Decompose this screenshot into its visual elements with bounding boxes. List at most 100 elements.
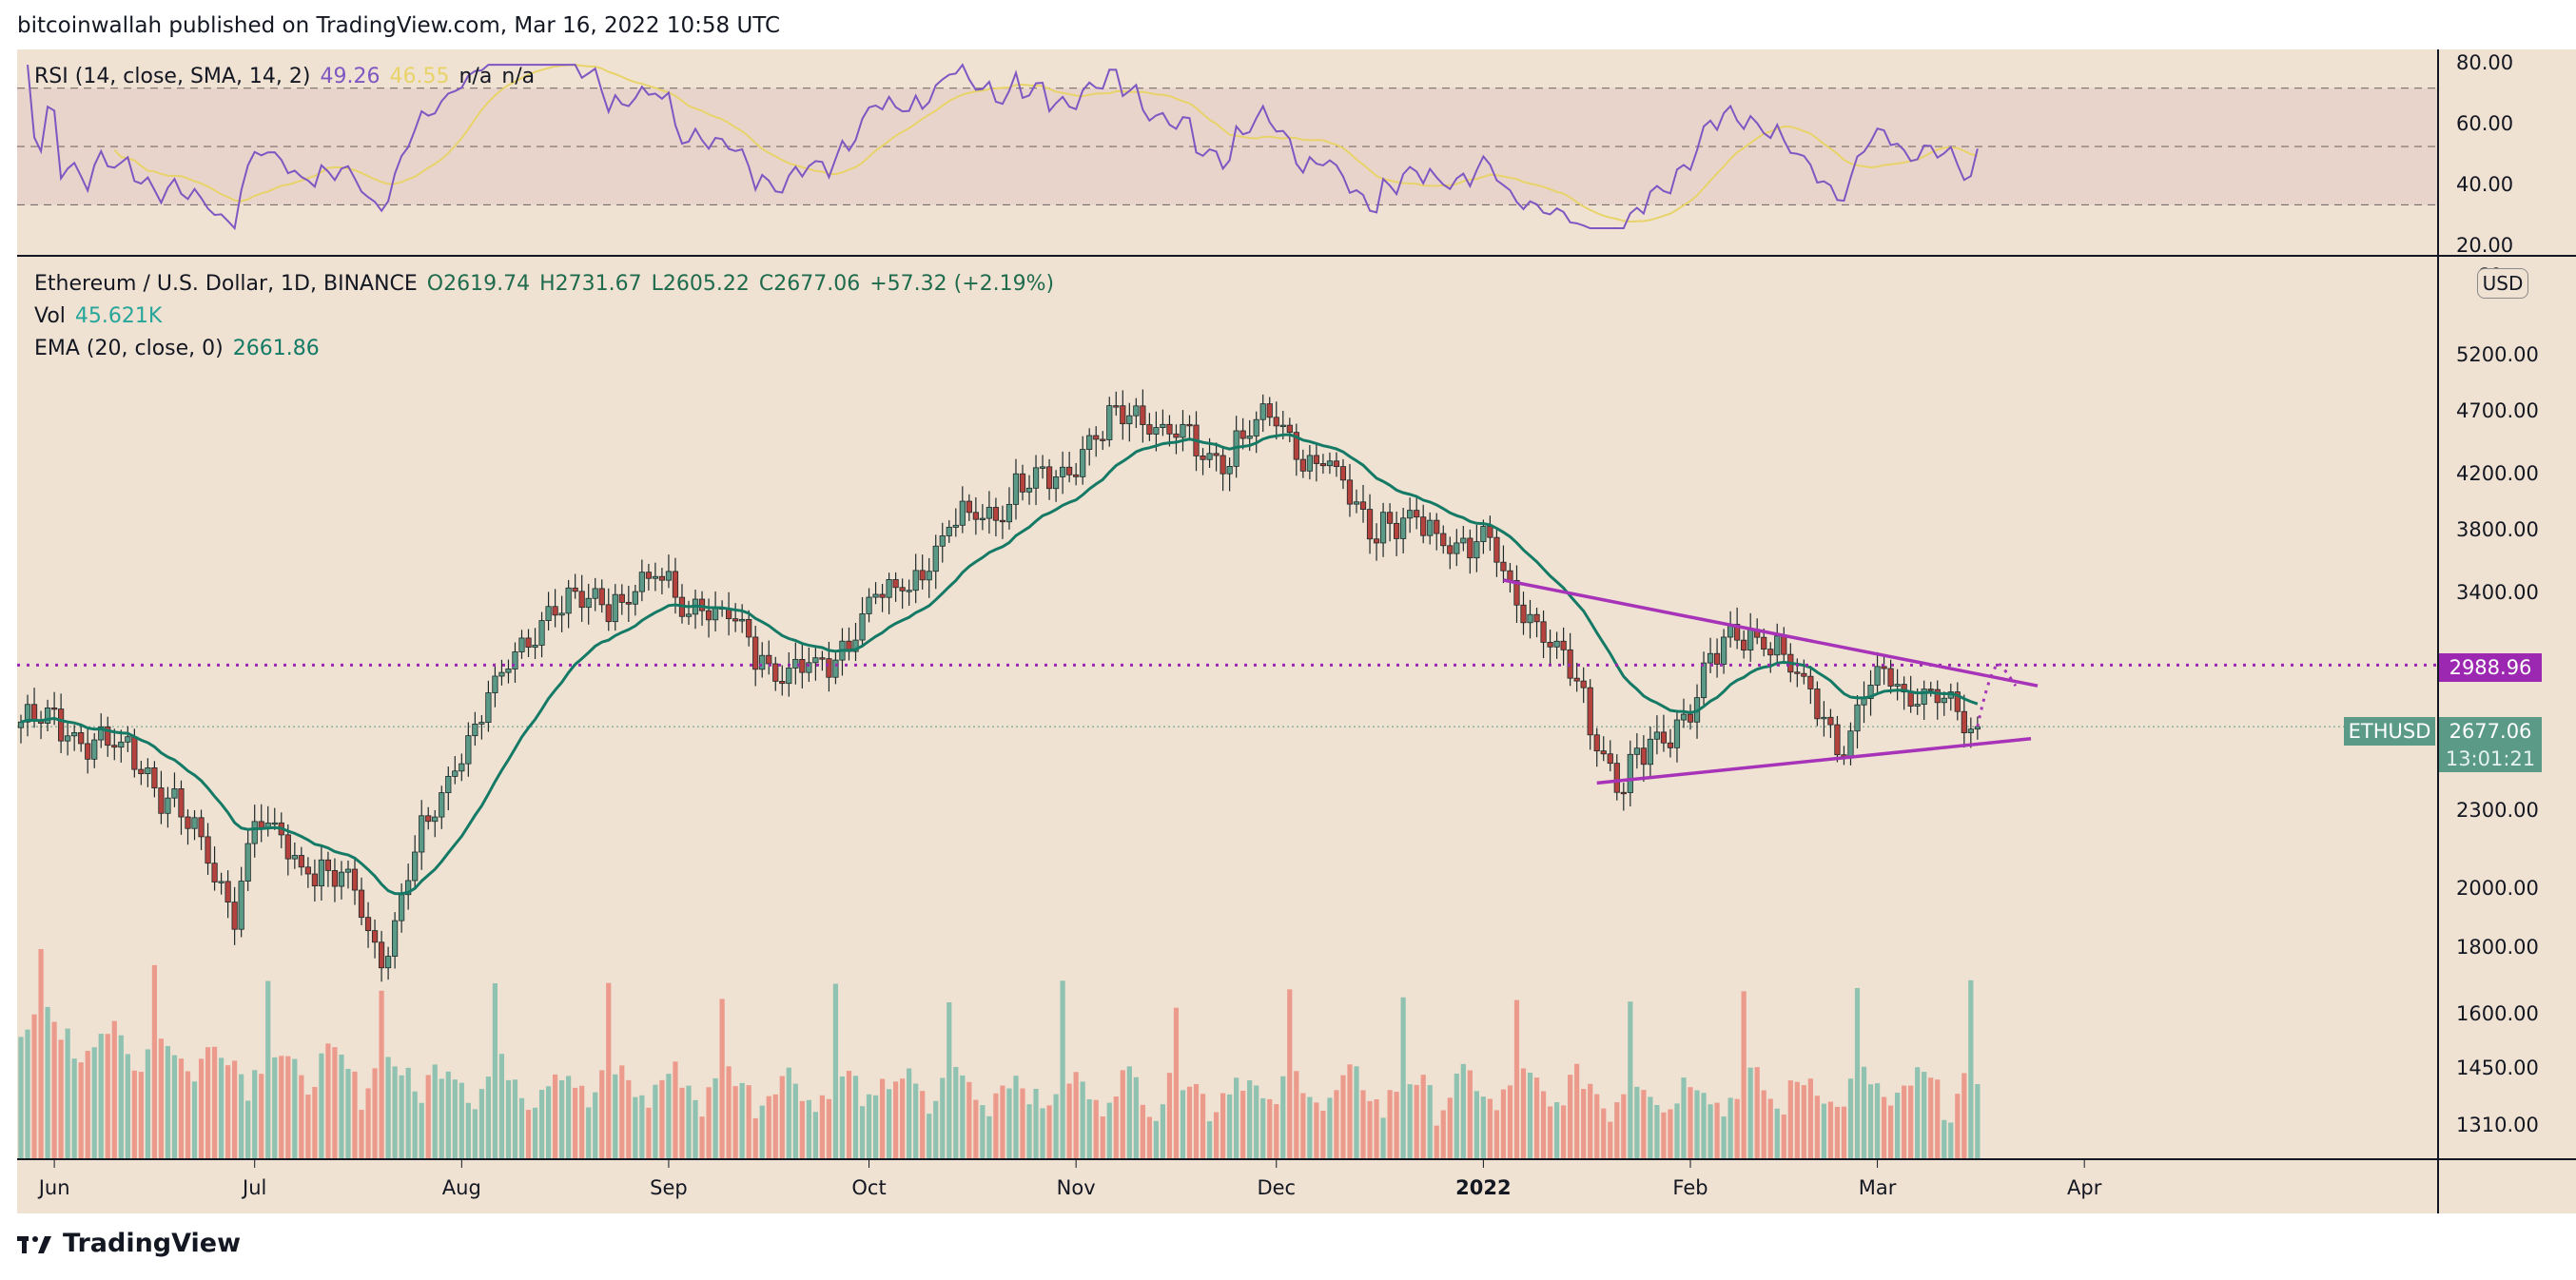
low-value: L2605.22 bbox=[651, 272, 750, 296]
candle-body bbox=[472, 723, 478, 737]
volume-bar bbox=[492, 982, 498, 1158]
candle-body bbox=[358, 889, 365, 919]
candle-body bbox=[1821, 716, 1827, 720]
candle-body bbox=[1941, 697, 1947, 704]
rsi-price-scale[interactable]: 80.00 60.00 40.00 20.00 bbox=[2439, 49, 2576, 257]
volume-bar bbox=[91, 1047, 97, 1158]
volume-bar bbox=[1741, 991, 1747, 1158]
candle-body bbox=[244, 843, 251, 882]
price-scale[interactable]: 60 USD 5200.004700.004200.003800.003400.… bbox=[2439, 257, 2576, 1158]
volume-bar bbox=[1533, 1077, 1540, 1158]
rsi-label: RSI (14, close, SMA, 14, 2) bbox=[34, 65, 311, 88]
candle-body bbox=[364, 917, 372, 932]
candle-body bbox=[1593, 734, 1600, 752]
volume-bar bbox=[772, 1094, 778, 1158]
candle-body bbox=[412, 851, 419, 882]
volume-bar bbox=[405, 1067, 411, 1158]
candle-body bbox=[959, 500, 966, 526]
candle-body bbox=[752, 636, 759, 670]
candle-body bbox=[899, 587, 906, 592]
candle-body bbox=[171, 788, 178, 799]
candle-body bbox=[371, 930, 379, 943]
time-axis[interactable]: JunJulAugSepOctNovDec2022FebMarAprMay bbox=[17, 1160, 2437, 1213]
currency-button[interactable]: USD bbox=[2477, 268, 2528, 299]
candle-body bbox=[71, 732, 78, 737]
candle-body bbox=[1206, 453, 1213, 460]
volume-bar bbox=[38, 949, 44, 1158]
volume-bar bbox=[1814, 1096, 1820, 1158]
candle-body bbox=[198, 817, 205, 838]
price-plot bbox=[17, 389, 2437, 1158]
candle-body bbox=[125, 736, 131, 743]
candle-body bbox=[1420, 516, 1427, 536]
volume-bar bbox=[1928, 1077, 1934, 1158]
volume-bar bbox=[1861, 1066, 1867, 1158]
candle-body bbox=[1414, 510, 1420, 518]
volume-bar bbox=[1721, 1115, 1727, 1158]
candle-body bbox=[304, 866, 311, 875]
countdown-label: 13:01:21 bbox=[2439, 746, 2542, 772]
candle-body bbox=[131, 736, 138, 770]
candle-body bbox=[1053, 476, 1060, 490]
price-axis-label: 1600.00 bbox=[2456, 1001, 2539, 1025]
candle-body bbox=[298, 855, 304, 868]
main-chart-pane[interactable]: Ethereum / U.S. Dollar, 1D, BINANCE O2619… bbox=[17, 257, 2437, 1158]
candle-body bbox=[1520, 604, 1527, 624]
volume-bar bbox=[946, 1001, 952, 1158]
candle-body bbox=[1259, 403, 1266, 420]
candle-body bbox=[218, 881, 224, 883]
candle-body bbox=[1613, 763, 1620, 793]
volume-bar bbox=[1247, 1079, 1253, 1158]
tradingview-brand: TradingView bbox=[63, 1229, 242, 1258]
candle-body bbox=[1246, 436, 1253, 439]
volume-bar bbox=[953, 1067, 959, 1158]
volume-bar bbox=[1294, 1071, 1299, 1158]
volume-bar bbox=[1454, 1073, 1459, 1158]
volume-bar bbox=[1227, 1094, 1233, 1158]
candle-body bbox=[1333, 460, 1340, 468]
candle-body bbox=[926, 571, 932, 581]
candle-body bbox=[384, 956, 392, 969]
candle-body bbox=[452, 770, 459, 777]
candle-body bbox=[185, 816, 191, 829]
candle-body bbox=[1640, 747, 1647, 766]
candle-body bbox=[1587, 687, 1593, 736]
volume-bar bbox=[666, 1074, 672, 1158]
volume-bar bbox=[1654, 1104, 1660, 1158]
volume-bar bbox=[452, 1079, 458, 1158]
volume-bar bbox=[505, 1079, 512, 1158]
volume-bar bbox=[1046, 1105, 1052, 1158]
volume-bar bbox=[352, 1071, 358, 1158]
volume-bar bbox=[512, 1079, 518, 1158]
tradingview-footer[interactable]: TradingView bbox=[17, 1229, 241, 1258]
volume-bar bbox=[706, 1087, 712, 1158]
candle-body bbox=[1934, 688, 1941, 704]
volume-bar bbox=[1574, 1063, 1580, 1158]
candle-body bbox=[866, 596, 872, 614]
candle-body bbox=[1881, 666, 1887, 669]
volume-bar bbox=[385, 1057, 391, 1158]
volume-bar bbox=[45, 1006, 50, 1158]
candle-body bbox=[1927, 688, 1934, 691]
volume-bar bbox=[1701, 1093, 1707, 1158]
candle-body bbox=[1467, 537, 1473, 559]
volume-bar bbox=[1734, 1098, 1740, 1158]
rsi-axis-60: 60.00 bbox=[2456, 112, 2514, 135]
volume-bar bbox=[1080, 1081, 1085, 1158]
candle-body bbox=[1807, 675, 1814, 689]
candle-body bbox=[1093, 435, 1100, 440]
volume-bar bbox=[105, 1034, 110, 1158]
volume-bar bbox=[1334, 1090, 1339, 1158]
time-axis-label: Feb bbox=[1672, 1176, 1708, 1199]
candle-body bbox=[1627, 753, 1633, 793]
pane-separator[interactable] bbox=[17, 255, 2576, 257]
ascending-trendline bbox=[1596, 737, 2032, 785]
candle-body bbox=[1774, 635, 1781, 656]
volume-bar bbox=[445, 1071, 451, 1158]
candle-body bbox=[1907, 691, 1914, 707]
volume-bar bbox=[1140, 1104, 1145, 1158]
rsi-pane[interactable]: RSI (14, close, SMA, 14, 2) 49.26 46.55 n/a… bbox=[17, 49, 2437, 255]
volume-bar bbox=[1354, 1066, 1359, 1158]
candle-body bbox=[85, 743, 91, 760]
volume-bar bbox=[1234, 1077, 1239, 1158]
